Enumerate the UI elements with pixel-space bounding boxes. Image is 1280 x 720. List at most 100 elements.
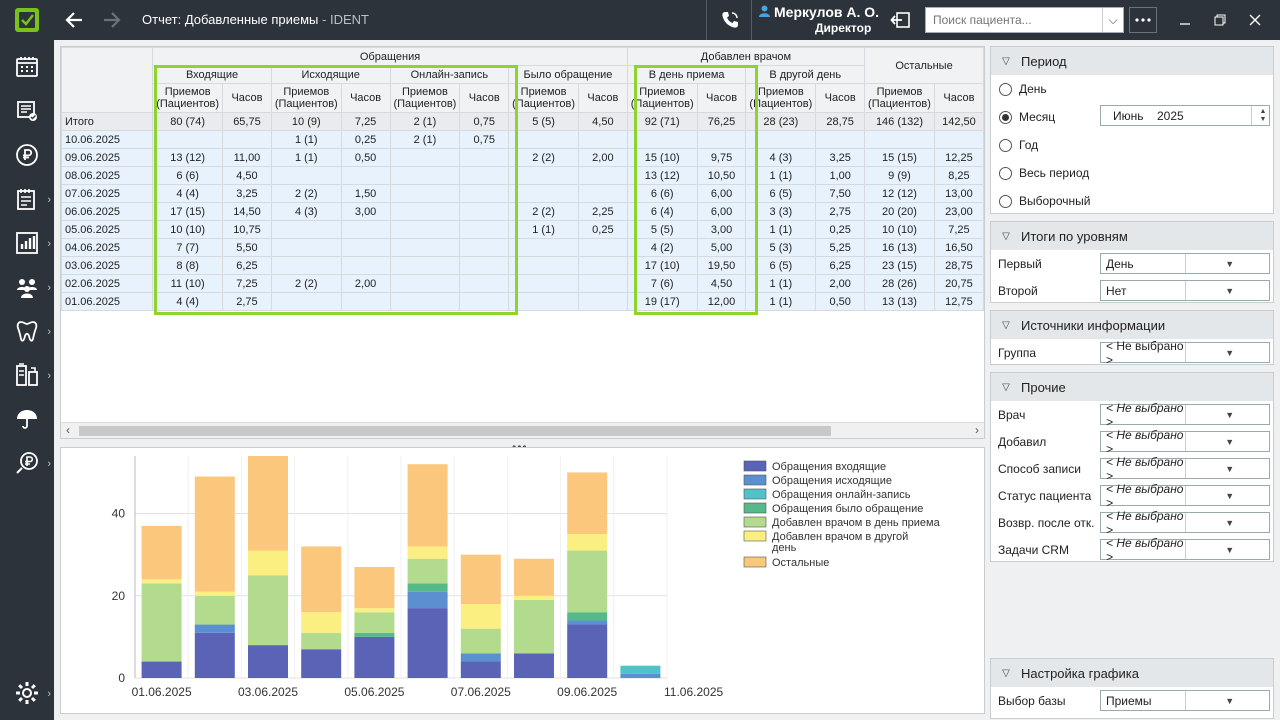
other-filter-select[interactable]: < Не выбрано > ▼	[1100, 455, 1270, 483]
horizontal-scrollbar[interactable]: ‹ ›	[61, 422, 984, 438]
patient-search[interactable]: ⌵	[925, 7, 1124, 33]
bar-segment[interactable]	[567, 624, 608, 678]
base-select[interactable]: Приемы ▼	[1100, 690, 1270, 711]
bar-segment[interactable]	[248, 645, 288, 678]
sources-header[interactable]: ▽ Источники информации	[991, 311, 1273, 339]
chevron-down-icon[interactable]: ▼	[1184, 343, 1270, 362]
bar-segment[interactable]	[620, 673, 661, 678]
bar-segment[interactable]	[407, 464, 448, 547]
period-option-year[interactable]: Год	[999, 138, 1038, 152]
bar-segment[interactable]	[567, 620, 608, 625]
bar-segment[interactable]	[248, 575, 288, 646]
spinner-arrows-icon[interactable]: ▲ ▼	[1251, 106, 1269, 125]
other-header[interactable]: ▽ Прочие	[991, 373, 1273, 401]
col-header-priemov[interactable]: Приемов (Пациентов)	[626, 83, 698, 113]
nav-patients[interactable]: ›	[0, 270, 54, 306]
level-second-select[interactable]: Нет ▼	[1100, 280, 1270, 301]
col-header-priemov[interactable]: Приемов (Пациентов)	[745, 83, 817, 113]
period-option-day[interactable]: День	[999, 82, 1047, 96]
other-filter-select[interactable]: < Не выбрано > ▼	[1100, 536, 1270, 564]
table-row[interactable]: 07.06.2025 4 (4) 3,25 2 (2) 1,50 6 (6) 6,00 6 (…	[61, 184, 984, 203]
bar-segment[interactable]	[567, 534, 608, 551]
nav-finance[interactable]	[0, 138, 54, 174]
bar-segment[interactable]	[514, 599, 554, 654]
bar-segment[interactable]	[567, 612, 608, 621]
chevron-down-icon[interactable]: ▼	[1184, 486, 1270, 505]
period-option-all[interactable]: Весь период	[999, 166, 1089, 180]
nav-settings[interactable]: ›	[0, 676, 54, 712]
nav-payments[interactable]: ›	[0, 446, 54, 482]
bar-segment[interactable]	[301, 649, 342, 678]
bar-segment[interactable]	[141, 661, 182, 678]
logout-icon[interactable]	[884, 0, 918, 40]
col-header-chasov[interactable]: Часов	[696, 83, 747, 113]
col-header-priemov[interactable]: Приемов (Пациентов)	[270, 83, 342, 113]
radio-button[interactable]	[999, 138, 1012, 152]
nav-documents[interactable]	[0, 94, 54, 130]
period-header[interactable]: ▽ Период	[991, 47, 1273, 75]
table-row[interactable]: 08.06.2025 6 (6) 4,50 13 (12) 10,50 1 (1) 1,00…	[61, 166, 984, 185]
bar-segment[interactable]	[407, 583, 448, 592]
bar-segment[interactable]	[460, 604, 501, 629]
chart-settings-header[interactable]: ▽ Настройка графика	[991, 659, 1273, 687]
col-header-chasov[interactable]: Часов	[340, 83, 391, 113]
table-row[interactable]: 05.06.2025 10 (10) 10,75 1 (1) 0,25 5 (5) 3,00…	[61, 220, 984, 239]
bar-segment[interactable]	[301, 632, 342, 650]
bar-segment[interactable]	[194, 595, 235, 625]
bar-segment[interactable]	[514, 558, 554, 596]
chevron-down-icon[interactable]: ▼	[1184, 405, 1270, 424]
bar-segment[interactable]	[407, 591, 448, 609]
other-filter-select[interactable]: < Не выбрано > ▼	[1100, 509, 1270, 537]
nav-insurance[interactable]	[0, 402, 54, 438]
bar-segment[interactable]	[194, 591, 235, 596]
bar-segment[interactable]	[407, 558, 448, 584]
chevron-down-icon[interactable]: ▼	[1184, 691, 1270, 710]
bar-segment[interactable]	[141, 525, 182, 580]
more-icon[interactable]	[1129, 7, 1157, 33]
bar-segment[interactable]	[567, 472, 608, 535]
table-row[interactable]: 06.06.2025 17 (15) 14,50 4 (3) 3,00 2 (2) 2,25…	[61, 202, 984, 221]
bar-segment[interactable]	[301, 546, 342, 613]
bar-segment[interactable]	[567, 550, 608, 613]
bar-segment[interactable]	[141, 579, 182, 584]
bar-segment[interactable]	[354, 636, 395, 678]
radio-button[interactable]	[999, 166, 1012, 180]
nav-statistics[interactable]: ›	[0, 226, 54, 262]
col-header-priemov[interactable]: Приемов (Пациентов)	[508, 83, 579, 113]
bar-segment[interactable]	[407, 546, 448, 559]
scroll-left-icon[interactable]: ‹	[66, 423, 70, 437]
radio-button[interactable]	[999, 82, 1012, 96]
table-row[interactable]: 09.06.2025 13 (12) 11,00 1 (1) 0,50 2 (2) 2,00…	[61, 148, 984, 167]
bar-segment[interactable]	[194, 624, 235, 633]
chevron-down-icon[interactable]: ▼	[1184, 513, 1270, 532]
table-row[interactable]: 10.06.2025 1 (1) 0,25 2 (1) 0,75	[61, 130, 984, 149]
month-year-spinner[interactable]: Июнь 2025 ▲ ▼	[1100, 105, 1270, 126]
col-header-priemov[interactable]: Приемов (Пациентов)	[389, 83, 461, 113]
forward-arrow-icon[interactable]	[98, 0, 126, 40]
bar-segment[interactable]	[354, 567, 395, 609]
bar-segment[interactable]	[354, 632, 395, 637]
nav-dental[interactable]: ›	[0, 314, 54, 350]
bar-segment[interactable]	[194, 632, 235, 678]
nav-lab[interactable]: ›	[0, 358, 54, 394]
maximize-icon[interactable]	[1205, 0, 1235, 40]
back-arrow-icon[interactable]	[60, 0, 88, 40]
other-filter-select[interactable]: < Не выбрано > ▼	[1100, 401, 1270, 429]
table-row[interactable]: 04.06.2025 7 (7) 5,50 4 (2) 5,00 5 (3) 5,25 16 …	[61, 238, 984, 257]
period-option-custom[interactable]: Выборочный	[999, 194, 1090, 208]
level-first-select[interactable]: День ▼	[1100, 253, 1270, 274]
chevron-down-icon[interactable]: ▼	[1184, 459, 1270, 478]
period-option-month[interactable]: Месяц	[999, 110, 1055, 124]
chevron-down-icon[interactable]: ▼	[1184, 540, 1270, 559]
bar-segment[interactable]	[194, 476, 235, 592]
radio-button-selected[interactable]	[999, 110, 1012, 124]
bar-segment[interactable]	[301, 612, 342, 633]
user-name[interactable]: Меркулов А. О.	[774, 4, 880, 20]
minimize-icon[interactable]	[1170, 0, 1200, 40]
patient-search-input[interactable]	[926, 9, 1102, 31]
bar-segment[interactable]	[620, 665, 661, 674]
nav-schedule[interactable]	[0, 50, 54, 86]
scroll-thumb[interactable]	[79, 426, 831, 436]
table-row[interactable]: 03.06.2025 8 (8) 6,25 17 (10) 19,50 6 (5) 6,25…	[61, 256, 984, 275]
table-row[interactable]: 01.06.2025 4 (4) 2,75 19 (17) 12,00 1 (1) 0,50…	[61, 292, 984, 311]
